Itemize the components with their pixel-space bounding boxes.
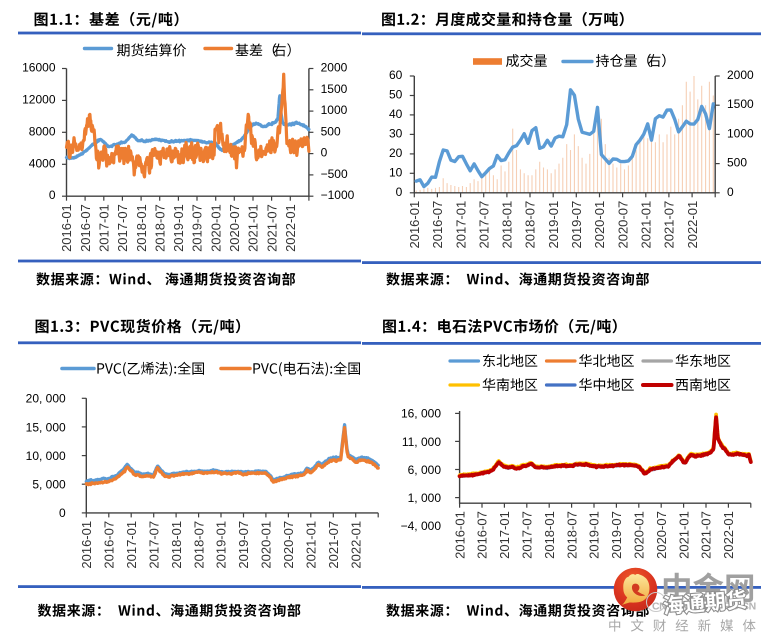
svg-text:2019-01: 2019-01 (214, 521, 229, 569)
svg-text:2021-07: 2021-07 (326, 521, 341, 569)
svg-text:1000: 1000 (727, 126, 754, 140)
svg-text:2019-07: 2019-07 (609, 511, 624, 559)
svg-text:2019-01: 2019-01 (587, 511, 602, 559)
svg-text:1000: 1000 (321, 103, 348, 117)
svg-text:2017-01: 2017-01 (453, 201, 468, 249)
svg-text:2019-01: 2019-01 (171, 204, 186, 252)
svg-text:2022-01: 2022-01 (283, 204, 298, 252)
svg-text:0: 0 (321, 146, 328, 160)
svg-text:2018-07: 2018-07 (564, 511, 579, 559)
svg-text:2021-07: 2021-07 (699, 511, 714, 559)
svg-text:2020-07: 2020-07 (227, 204, 242, 252)
svg-text:40: 40 (389, 107, 403, 121)
svg-text:−4, 000: −4, 000 (401, 519, 442, 533)
svg-text:2016-07: 2016-07 (475, 511, 490, 559)
svg-text:1, 000: 1, 000 (408, 491, 442, 505)
svg-text:2018-01: 2018-01 (169, 521, 184, 569)
svg-text:2017-07: 2017-07 (476, 201, 491, 249)
svg-text:6, 000: 6, 000 (408, 463, 442, 477)
svg-text:2000: 2000 (321, 61, 348, 75)
svg-text:2020-01: 2020-01 (208, 204, 223, 252)
svg-text:2016-07: 2016-07 (78, 204, 93, 252)
svg-text:−1000: −1000 (321, 188, 355, 202)
svg-text:12000: 12000 (22, 92, 56, 106)
svg-text:2019-01: 2019-01 (546, 201, 561, 249)
svg-text:2000: 2000 (727, 68, 754, 82)
svg-text:2020-01: 2020-01 (259, 521, 274, 569)
svg-text:1500: 1500 (727, 97, 754, 111)
svg-text:0: 0 (396, 185, 403, 199)
svg-text:2018-07: 2018-07 (191, 521, 206, 569)
svg-text:2017-01: 2017-01 (124, 521, 139, 569)
svg-text:2016-07: 2016-07 (101, 521, 116, 569)
svg-text:2018-01: 2018-01 (134, 204, 149, 252)
svg-text:2021-07: 2021-07 (264, 204, 279, 252)
svg-text:−500: −500 (321, 167, 348, 181)
svg-text:2021-01: 2021-01 (304, 521, 319, 569)
svg-text:2016-01: 2016-01 (59, 204, 74, 252)
svg-text:500: 500 (727, 156, 747, 170)
svg-text:500: 500 (321, 124, 341, 138)
svg-text:8000: 8000 (29, 124, 56, 138)
svg-text:20: 20 (389, 146, 403, 160)
svg-text:0: 0 (727, 185, 734, 199)
svg-text:1500: 1500 (321, 82, 348, 96)
svg-text:2018-01: 2018-01 (500, 201, 515, 249)
svg-text:2021-07: 2021-07 (662, 201, 677, 249)
svg-text:2021-01: 2021-01 (676, 511, 691, 559)
svg-text:2019-07: 2019-07 (190, 204, 205, 252)
svg-text:2020-07: 2020-07 (615, 201, 630, 249)
svg-text:2018-07: 2018-07 (523, 201, 538, 249)
svg-text:11, 000: 11, 000 (402, 435, 441, 449)
svg-text:16, 000: 16, 000 (401, 407, 441, 421)
svg-text:16000: 16000 (22, 61, 56, 75)
svg-text:2017-07: 2017-07 (520, 511, 535, 559)
svg-text:2022-01: 2022-01 (721, 511, 736, 559)
svg-text:2016-01: 2016-01 (452, 511, 467, 559)
svg-text:2022-01: 2022-01 (348, 521, 363, 569)
svg-text:2017-07: 2017-07 (146, 521, 161, 569)
svg-text:2020-01: 2020-01 (632, 511, 647, 559)
svg-text:2021-01: 2021-01 (638, 201, 653, 249)
svg-text:2019-07: 2019-07 (236, 521, 251, 569)
svg-text:2016-01: 2016-01 (407, 201, 422, 249)
svg-text:2017-01: 2017-01 (497, 511, 512, 559)
svg-text:0: 0 (59, 506, 66, 520)
svg-text:2019-07: 2019-07 (569, 201, 584, 249)
svg-text:30: 30 (389, 126, 403, 140)
svg-text:10: 10 (389, 165, 403, 179)
svg-text:60: 60 (389, 68, 403, 82)
svg-text:2018-01: 2018-01 (542, 511, 557, 559)
svg-text:2018-07: 2018-07 (152, 204, 167, 252)
svg-text:10, 000: 10, 000 (26, 449, 66, 463)
svg-text:2022-01: 2022-01 (685, 201, 700, 249)
svg-text:2017-07: 2017-07 (115, 204, 130, 252)
svg-text:50: 50 (389, 87, 403, 101)
svg-text:2016-01: 2016-01 (79, 521, 94, 569)
svg-text:2020-01: 2020-01 (592, 201, 607, 249)
svg-text:0: 0 (49, 188, 56, 202)
svg-text:20, 000: 20, 000 (26, 392, 66, 406)
svg-text:2021-01: 2021-01 (246, 204, 261, 252)
svg-text:2016-07: 2016-07 (430, 201, 445, 249)
svg-text:2020-07: 2020-07 (281, 521, 296, 569)
svg-text:2020-07: 2020-07 (654, 511, 669, 559)
svg-text:4000: 4000 (29, 156, 56, 170)
svg-text:2017-01: 2017-01 (96, 204, 111, 252)
svg-text:15, 000: 15, 000 (26, 420, 66, 434)
svg-text:5, 000: 5, 000 (32, 478, 66, 492)
